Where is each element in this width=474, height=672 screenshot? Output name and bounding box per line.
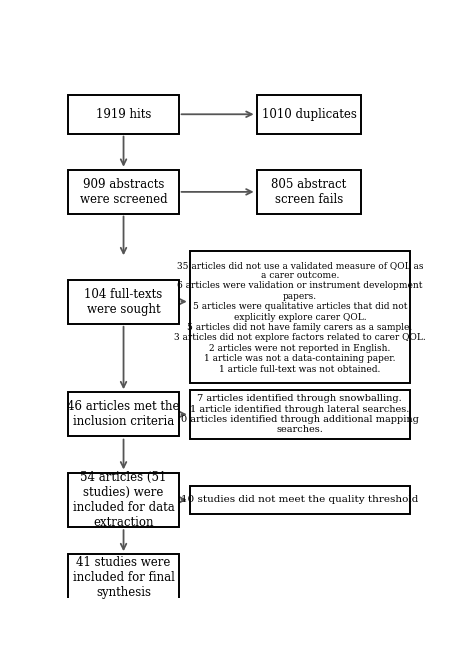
FancyBboxPatch shape [68, 554, 179, 601]
FancyBboxPatch shape [190, 390, 410, 439]
FancyBboxPatch shape [190, 251, 410, 383]
Text: 7 articles identified through snowballing.
1 article identified through lateral : 7 articles identified through snowballin… [181, 394, 419, 435]
FancyBboxPatch shape [68, 95, 179, 134]
FancyBboxPatch shape [257, 170, 361, 214]
Text: 35 articles did not use a validated measure of QOL as
a carer outcome.
6 article: 35 articles did not use a validated meas… [174, 261, 426, 374]
Text: 10 studies did not meet the quality threshold: 10 studies did not meet the quality thre… [181, 495, 419, 504]
Text: 1010 duplicates: 1010 duplicates [262, 108, 356, 121]
Text: 805 abstract
screen fails: 805 abstract screen fails [272, 178, 346, 206]
FancyBboxPatch shape [257, 95, 361, 134]
Text: 41 studies were
included for final
synthesis: 41 studies were included for final synth… [73, 556, 174, 599]
FancyBboxPatch shape [68, 170, 179, 214]
Text: 104 full-texts
were sought: 104 full-texts were sought [84, 288, 163, 316]
Text: 1919 hits: 1919 hits [96, 108, 151, 121]
Text: 909 abstracts
were screened: 909 abstracts were screened [80, 178, 167, 206]
Text: 46 articles met the
inclusion criteria: 46 articles met the inclusion criteria [67, 401, 180, 428]
Text: 54 articles (51
studies) were
included for data
extraction: 54 articles (51 studies) were included f… [73, 471, 174, 529]
FancyBboxPatch shape [190, 486, 410, 514]
FancyBboxPatch shape [68, 472, 179, 527]
FancyBboxPatch shape [68, 392, 179, 436]
FancyBboxPatch shape [68, 280, 179, 324]
